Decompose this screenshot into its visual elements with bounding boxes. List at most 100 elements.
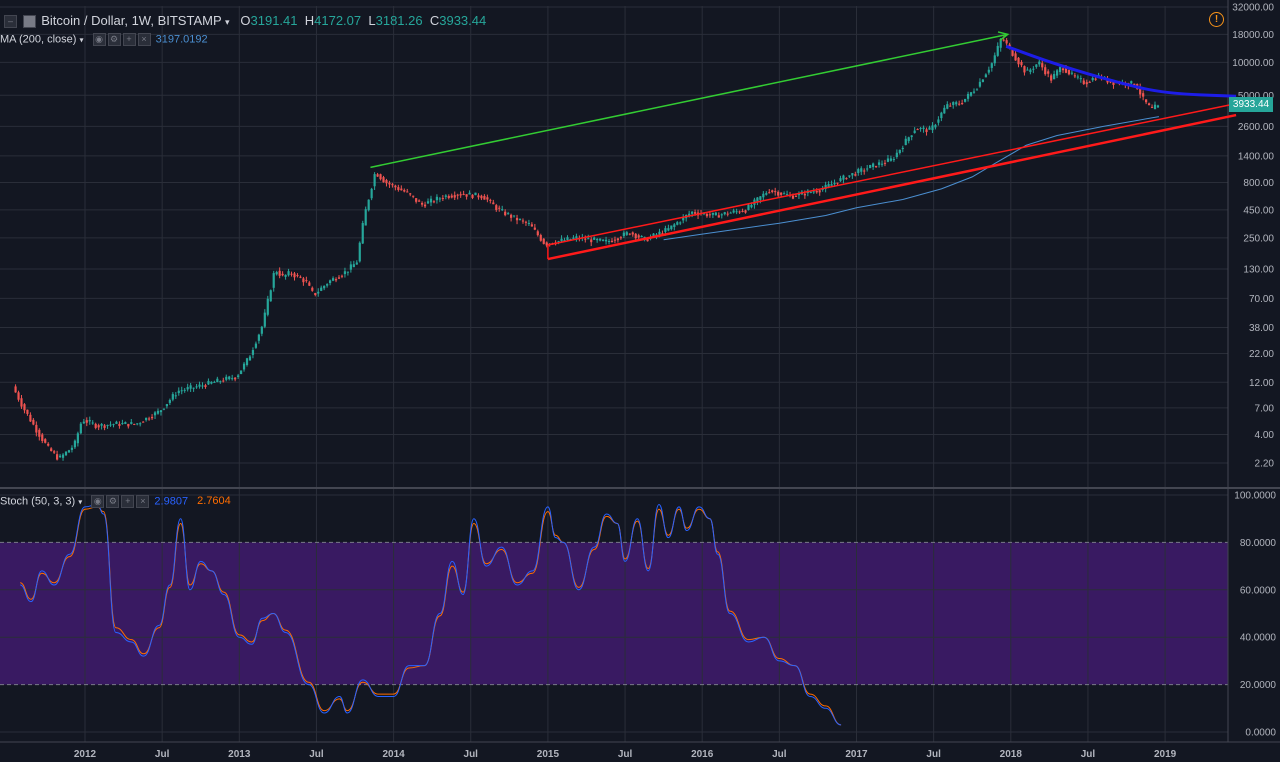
settings-icon[interactable]: ⚙ xyxy=(106,495,120,508)
candle-body xyxy=(281,273,284,276)
candle-body xyxy=(207,380,210,385)
y-tick-label: 22.00 xyxy=(1249,349,1274,360)
stoch-label[interactable]: Stoch (50, 3, 3) xyxy=(0,495,76,508)
candle-body xyxy=(1038,61,1041,65)
candle-body xyxy=(382,177,385,183)
symbol-title[interactable]: Bitcoin / Dollar, 1W, BITSTAMP xyxy=(41,13,222,28)
x-tick-label: Jul xyxy=(1081,749,1096,760)
low-value: 3181.26 xyxy=(375,13,423,28)
caret-down-icon[interactable]: ▾ xyxy=(78,497,83,507)
y-tick-label: 10000.00 xyxy=(1232,58,1274,69)
x-tick-label: 2014 xyxy=(382,749,405,760)
caret-down-icon[interactable]: ▾ xyxy=(79,35,84,45)
settings-icon[interactable]: ⚙ xyxy=(107,33,121,46)
candle-body xyxy=(996,45,999,56)
collapse-icon[interactable]: – xyxy=(4,15,17,29)
candle-body xyxy=(940,112,943,119)
candle-body xyxy=(872,163,875,167)
candle-body xyxy=(1055,70,1059,76)
candle-body xyxy=(827,184,830,188)
candle-body xyxy=(1091,77,1094,81)
candle-body xyxy=(195,386,198,388)
candle-body xyxy=(1070,72,1074,74)
candle-body xyxy=(866,168,869,170)
candle-body xyxy=(1085,82,1088,85)
candle-body xyxy=(717,215,720,218)
candle-body xyxy=(17,392,20,400)
ma-label[interactable]: MA (200, close) xyxy=(0,33,77,46)
more-icon[interactable]: + xyxy=(122,33,136,46)
stoch-k-value: 2.9807 xyxy=(154,495,189,508)
candle-body xyxy=(1044,67,1047,75)
x-tick-label: 2016 xyxy=(691,749,714,760)
candle-body xyxy=(512,215,516,217)
candle-body xyxy=(498,207,501,209)
candle-body xyxy=(189,385,192,389)
candle-body xyxy=(949,105,952,107)
candle-body xyxy=(1029,69,1032,73)
y-tick-label: 38.00 xyxy=(1249,323,1274,334)
candle-body xyxy=(768,192,771,194)
candle-body xyxy=(234,377,237,380)
candle-body xyxy=(907,137,910,142)
candle-body xyxy=(462,193,465,195)
warning-icon[interactable]: ! xyxy=(1209,12,1224,27)
candle-body xyxy=(777,191,780,196)
candle-body xyxy=(340,275,344,277)
close-icon[interactable]: × xyxy=(137,33,151,46)
stoch-tick-label: 0.0000 xyxy=(1245,728,1276,739)
candle-body xyxy=(1073,75,1076,77)
candle-body xyxy=(711,212,714,215)
candle-body xyxy=(346,271,350,273)
eye-icon[interactable]: ◉ xyxy=(92,33,106,46)
candle-body xyxy=(691,211,694,214)
x-tick-label: 2017 xyxy=(845,749,868,760)
candle-body xyxy=(391,184,394,186)
more-icon[interactable]: + xyxy=(121,495,135,508)
y-tick-label: 250.00 xyxy=(1243,233,1274,244)
candle-body xyxy=(613,239,617,241)
candle-body xyxy=(735,211,738,213)
candle-body xyxy=(403,190,406,192)
candle-body xyxy=(898,149,901,154)
candle-body xyxy=(913,130,916,134)
candle-body xyxy=(91,422,94,424)
candle-body xyxy=(723,212,726,215)
candle-body xyxy=(251,350,255,355)
candle-body xyxy=(376,174,379,177)
candle-body xyxy=(815,190,818,193)
y-tick-label: 12.00 xyxy=(1249,378,1274,389)
candle-body xyxy=(53,451,56,453)
candle-body xyxy=(159,410,163,413)
candle-body xyxy=(100,424,103,426)
candle-body xyxy=(928,127,931,130)
x-tick-label: 2015 xyxy=(537,749,560,760)
eye-icon[interactable]: ◉ xyxy=(91,495,105,508)
candle-body xyxy=(883,162,887,164)
candle-body xyxy=(542,238,545,244)
candle-body xyxy=(489,199,492,201)
candle-body xyxy=(61,454,65,458)
candle-body xyxy=(287,271,290,276)
caret-down-icon[interactable]: ▾ xyxy=(225,17,230,27)
candle-body xyxy=(782,193,786,195)
y-tick-label: 32000.00 xyxy=(1232,3,1274,14)
stoch-band xyxy=(0,542,1228,685)
candle-body xyxy=(1147,103,1151,106)
candle-body xyxy=(147,418,151,420)
y-tick-label: 2600.00 xyxy=(1238,122,1275,133)
candle-body xyxy=(604,239,608,242)
candle-body xyxy=(379,174,382,180)
candle-body xyxy=(121,423,124,425)
candle-body xyxy=(759,196,762,200)
candle-body xyxy=(984,74,987,78)
candle-body xyxy=(874,165,878,168)
candle-body xyxy=(1053,74,1056,80)
candle-body xyxy=(477,195,480,198)
close-icon[interactable]: × xyxy=(136,495,150,508)
y-tick-label: 450.00 xyxy=(1243,205,1274,216)
candle-body xyxy=(239,370,243,374)
stoch-tick-label: 100.0000 xyxy=(1234,491,1276,502)
candle-body xyxy=(1026,69,1029,71)
